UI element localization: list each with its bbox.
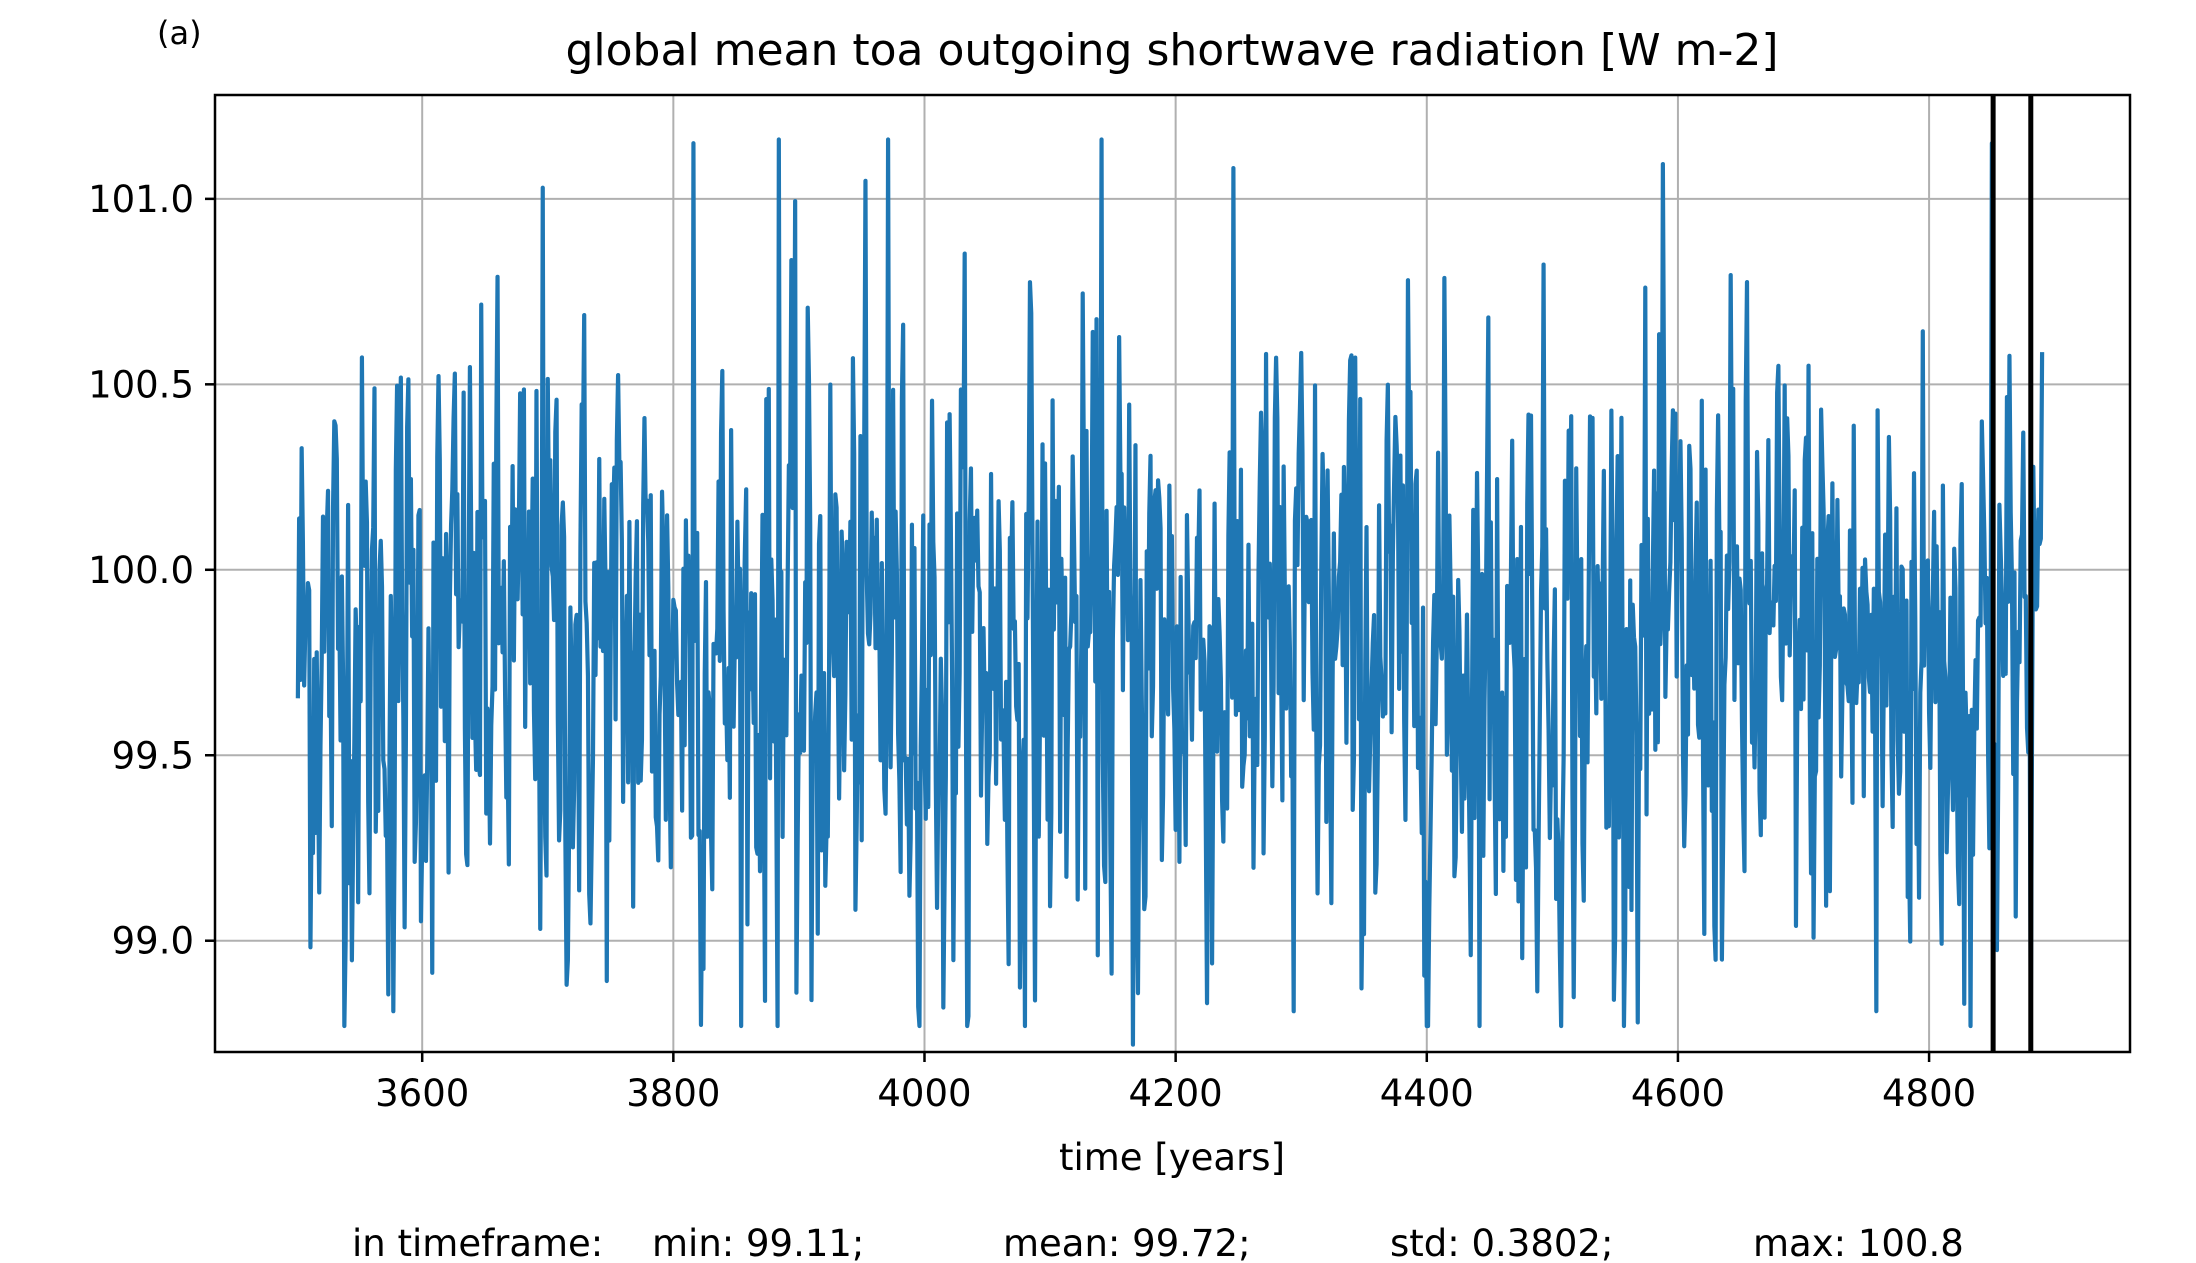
stats-line: in timeframe: min: 99.11; mean: 99.72; s… (352, 1222, 1964, 1263)
y-tick-label: 100.0 (88, 549, 194, 592)
stats-label: in timeframe: (352, 1222, 603, 1263)
stats-mean: mean: 99.72; (1003, 1222, 1251, 1263)
y-tick-label: 101.0 (88, 178, 194, 221)
panel-label: (a) (157, 14, 202, 52)
x-tick-label: 4000 (877, 1072, 971, 1115)
stats-min: min: 99.11; (652, 1222, 864, 1263)
x-axis-label: time [years] (1059, 1136, 1285, 1179)
x-tick-label: 3800 (626, 1072, 720, 1115)
plot-frame (213, 93, 2132, 1054)
x-tick-label: 4800 (1882, 1072, 1976, 1115)
chart-title: global mean toa outgoing shortwave radia… (565, 25, 1778, 76)
stats-std: std: 0.3802; (1390, 1222, 1613, 1263)
x-tick-label: 3600 (375, 1072, 469, 1115)
x-tick-label: 4600 (1631, 1072, 1725, 1115)
y-tick-label: 99.0 (112, 920, 194, 963)
y-axis: 99.0 99.5 100.0 100.5 101.0 (88, 178, 215, 963)
y-tick-label: 100.5 (88, 363, 194, 406)
stats-max: max: 100.8 (1753, 1222, 1964, 1263)
x-axis: 3600 3800 4000 4200 4400 4600 4800 (375, 1052, 1976, 1115)
series-group (295, 137, 2045, 1047)
series-line (295, 137, 2045, 1047)
x-tick-label: 4200 (1129, 1072, 1223, 1115)
vertical-markers (1990, 95, 2034, 1052)
x-tick-label: 4400 (1380, 1072, 1474, 1115)
y-tick-label: 99.5 (112, 734, 194, 777)
